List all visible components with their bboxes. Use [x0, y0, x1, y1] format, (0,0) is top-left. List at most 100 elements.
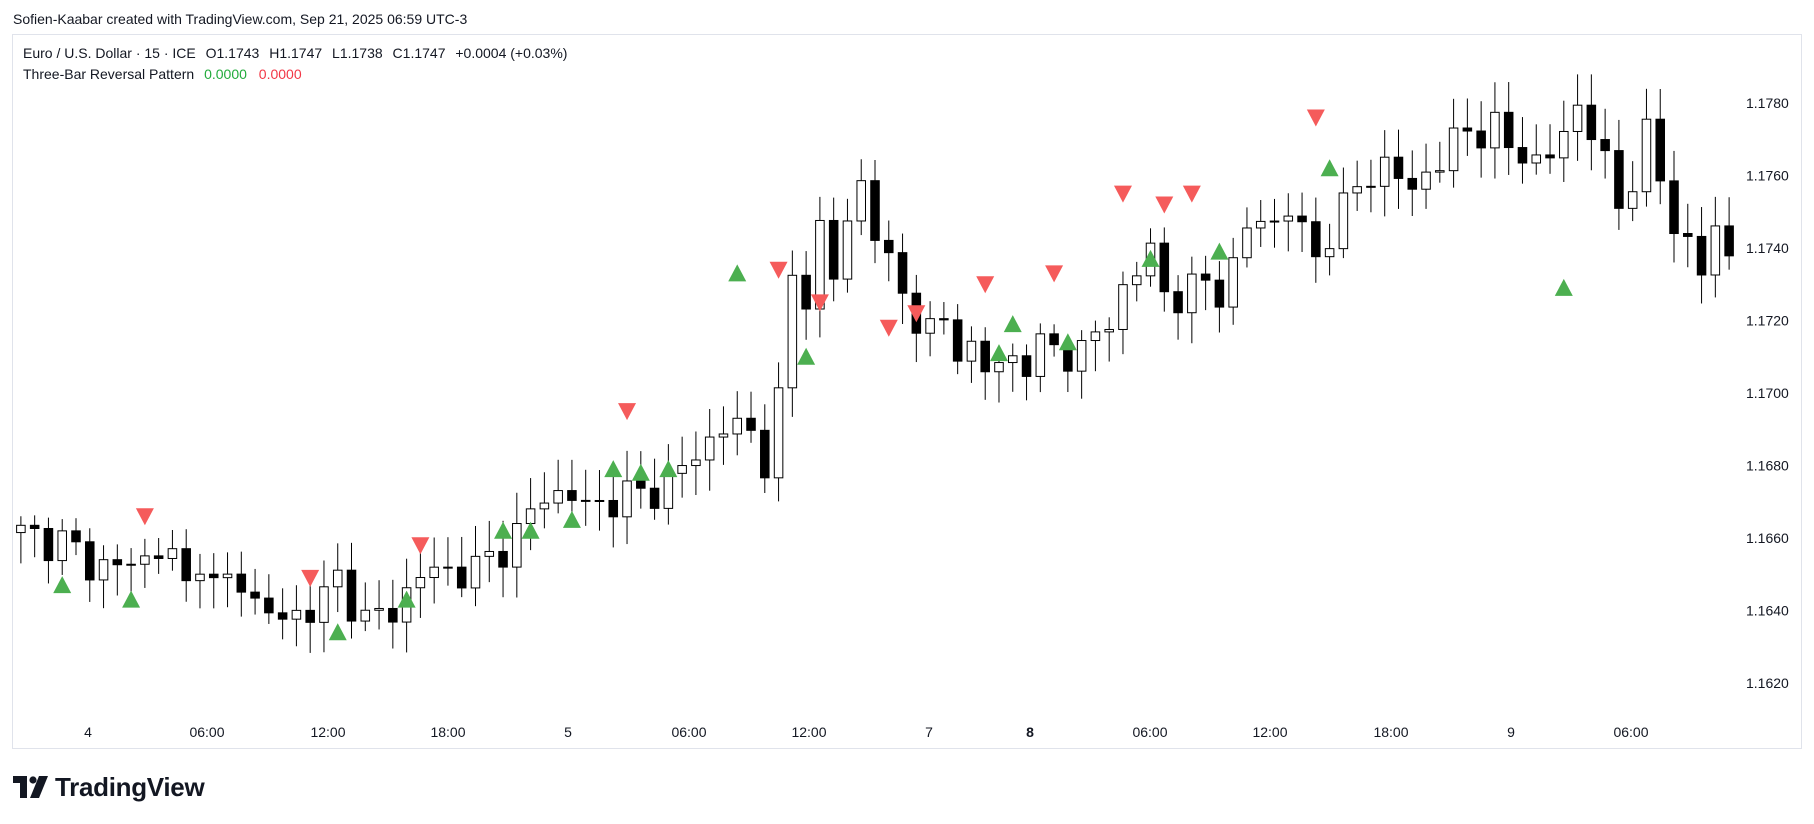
- indicator-legend[interactable]: Three-Bar Reversal Pattern 0.0000 0.0000: [23, 66, 302, 82]
- price-tick-label: 1.1640: [1746, 603, 1789, 619]
- candle: [952, 304, 963, 375]
- candle: [525, 478, 536, 551]
- candle: [1531, 124, 1542, 175]
- candle: [43, 517, 54, 584]
- candle: [677, 436, 687, 498]
- indicator-value-down: 0.0000: [258, 66, 302, 82]
- price-tick-label: 1.1760: [1746, 168, 1789, 184]
- candle-series: [16, 74, 1734, 653]
- bullish-reversal-marker: [728, 264, 747, 282]
- bullish-reversal-marker: [122, 590, 141, 608]
- candle: [1007, 343, 1018, 392]
- bearish-reversal-marker: [301, 569, 320, 587]
- candle: [140, 538, 150, 588]
- candle: [649, 458, 660, 520]
- candle: [1311, 197, 1321, 283]
- candle: [1710, 196, 1721, 298]
- price-tick-label: 1.1620: [1746, 675, 1789, 691]
- candle: [594, 470, 605, 531]
- candle: [29, 515, 40, 558]
- bullish-reversal-marker: [631, 463, 650, 481]
- time-tick-label: 18:00: [1373, 724, 1408, 740]
- candle: [1407, 150, 1418, 216]
- candle: [1366, 159, 1376, 213]
- bullish-reversal-marker: [1003, 315, 1022, 333]
- candle: [181, 529, 191, 602]
- candle: [1228, 237, 1238, 325]
- candle: [1586, 74, 1597, 171]
- candle: [512, 492, 522, 598]
- bullish-reversal-marker: [604, 460, 623, 478]
- time-tick-label: 7: [925, 724, 933, 740]
- candle: [1379, 130, 1390, 217]
- candle: [1600, 108, 1610, 179]
- candle: [1338, 167, 1349, 259]
- candle: [1476, 101, 1486, 178]
- chart-frame[interactable]: [12, 34, 1802, 749]
- time-tick-label: 12:00: [1252, 724, 1287, 740]
- candle: [1352, 160, 1362, 211]
- time-tick-label: 12:00: [310, 724, 345, 740]
- candle: [305, 584, 315, 653]
- candle: [484, 520, 495, 583]
- bullish-reversal-marker: [53, 576, 72, 594]
- bearish-reversal-marker: [810, 294, 829, 312]
- price-tick-label: 1.1780: [1746, 95, 1789, 111]
- candle: [1131, 261, 1142, 302]
- candle: [1517, 117, 1528, 184]
- time-tick-label: 06:00: [1613, 724, 1648, 740]
- candle: [787, 250, 798, 417]
- tradingview-logo-icon: [13, 776, 48, 798]
- candle: [1572, 74, 1583, 161]
- price-tick-label: 1.1700: [1746, 385, 1789, 401]
- candle: [1090, 320, 1101, 372]
- bullish-reversal-marker: [1554, 278, 1573, 296]
- time-tick-label: 4: [84, 724, 92, 740]
- bullish-reversal-marker: [659, 460, 678, 478]
- pattern-markers: [53, 109, 1573, 641]
- indicator-value-up: 0.0000: [204, 66, 247, 82]
- candle: [126, 548, 136, 594]
- candle: [1118, 271, 1128, 355]
- candle: [1324, 223, 1335, 276]
- indicator-name[interactable]: Three-Bar Reversal Pattern: [23, 66, 195, 82]
- bearish-reversal-marker: [1306, 109, 1325, 127]
- candle: [704, 408, 715, 491]
- candle: [1255, 200, 1266, 247]
- candle: [1627, 161, 1638, 222]
- bearish-reversal-marker: [1182, 185, 1201, 203]
- time-axis: 4 06:00 12:00 18:00 5 06:00 12:00 7 8 06:00 12:00 1…: [84, 724, 1649, 740]
- time-tick-label: 8: [1026, 724, 1034, 740]
- candle: [1187, 256, 1197, 344]
- candle: [842, 198, 853, 293]
- candle: [1503, 82, 1514, 175]
- candle: [1641, 88, 1652, 207]
- candle: [443, 537, 453, 586]
- candle: [374, 580, 384, 630]
- candle: [16, 516, 26, 564]
- legend-open: O1.1743: [205, 45, 260, 61]
- symbol-name[interactable]: Euro / U.S. Dollar · 15 · ICE: [23, 45, 196, 61]
- bearish-reversal-marker: [411, 537, 430, 555]
- symbol-legend[interactable]: Euro / U.S. Dollar · 15 · ICE O1.1743 H1…: [23, 45, 573, 61]
- price-tick-label: 1.1680: [1746, 458, 1789, 474]
- candle: [1283, 193, 1294, 252]
- bullish-reversal-marker: [521, 521, 540, 539]
- price-tick-label: 1.1660: [1746, 530, 1789, 546]
- candle: [884, 220, 894, 282]
- brand-logo[interactable]: TradingView: [13, 772, 205, 802]
- candle: [1021, 344, 1032, 401]
- legend-high: H1.1747: [269, 45, 323, 61]
- legend-change: +0.0004 (+0.03%): [455, 45, 568, 61]
- candle: [856, 159, 866, 236]
- candle: [608, 470, 619, 548]
- price-tick-label: 1.1720: [1746, 313, 1789, 329]
- candle: [1448, 98, 1459, 188]
- candle: [415, 548, 426, 618]
- candle: [470, 525, 481, 607]
- bearish-reversal-marker: [618, 403, 637, 421]
- price-axis: 1.1780 1.1760 1.1740 1.1720 1.1700 1.1680 1.16…: [1746, 95, 1789, 691]
- candle: [539, 472, 550, 529]
- candle: [1076, 330, 1087, 399]
